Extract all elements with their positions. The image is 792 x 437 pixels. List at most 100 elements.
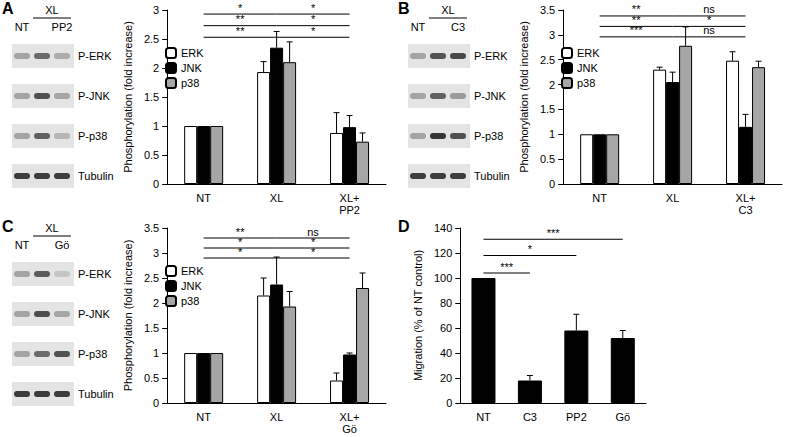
- svg-text:3: 3: [153, 4, 159, 16]
- svg-text:NT: NT: [196, 192, 211, 204]
- svg-text:p38: p38: [181, 77, 199, 89]
- svg-text:ns: ns: [703, 3, 715, 16]
- svg-text:2: 2: [153, 62, 159, 74]
- svg-text:0.5: 0.5: [144, 372, 159, 384]
- svg-text:Gö: Gö: [615, 411, 630, 423]
- svg-text:XL: XL: [45, 4, 58, 16]
- svg-text:0: 0: [153, 178, 159, 190]
- svg-text:*: *: [311, 246, 316, 258]
- svg-text:2: 2: [153, 297, 159, 309]
- svg-text:XL+: XL+: [340, 192, 360, 204]
- svg-text:Tubulin: Tubulin: [474, 170, 510, 182]
- svg-text:120: 120: [434, 247, 452, 259]
- svg-text:1.5: 1.5: [144, 91, 159, 103]
- svg-text:PP2: PP2: [52, 21, 73, 33]
- svg-text:100: 100: [434, 272, 452, 284]
- svg-text:**: **: [236, 13, 245, 25]
- svg-text:P-JNK: P-JNK: [78, 308, 110, 320]
- svg-text:NT: NT: [592, 192, 607, 204]
- svg-text:20: 20: [440, 372, 452, 384]
- svg-text:PP2: PP2: [339, 204, 360, 216]
- svg-text:0: 0: [153, 397, 159, 409]
- svg-text:2.5: 2.5: [144, 272, 159, 284]
- svg-text:XL+: XL+: [340, 411, 360, 423]
- svg-text:140: 140: [434, 222, 452, 234]
- svg-text:ns: ns: [307, 225, 319, 238]
- svg-text:XL+: XL+: [736, 192, 756, 204]
- svg-text:ERK: ERK: [181, 265, 204, 277]
- svg-text:Tubulin: Tubulin: [78, 170, 114, 182]
- svg-text:JNK: JNK: [181, 280, 202, 292]
- svg-text:1: 1: [153, 347, 159, 359]
- svg-text:P-p38: P-p38: [78, 348, 107, 360]
- svg-text:***: ***: [630, 24, 644, 36]
- svg-text:P-p38: P-p38: [78, 130, 107, 142]
- svg-text:JNK: JNK: [577, 62, 598, 74]
- svg-text:P-ERK: P-ERK: [78, 50, 112, 62]
- svg-text:XL: XL: [270, 192, 283, 204]
- html-text:B: B: [398, 0, 410, 17]
- svg-text:ns: ns: [703, 24, 715, 36]
- svg-text:XL: XL: [666, 192, 679, 204]
- svg-text:1: 1: [549, 128, 555, 140]
- svg-text:*: *: [311, 13, 316, 25]
- svg-text:Migration (% of NT control): Migration (% of NT control): [412, 250, 424, 381]
- svg-text:P-JNK: P-JNK: [78, 90, 110, 102]
- svg-text:*: *: [238, 246, 243, 258]
- svg-text:3.5: 3.5: [144, 222, 159, 234]
- svg-text:Tubulin: Tubulin: [78, 388, 114, 400]
- html-text:A: A: [2, 0, 14, 17]
- svg-text:NT: NT: [15, 21, 30, 33]
- svg-text:XL: XL: [270, 411, 283, 423]
- svg-text:*: *: [311, 25, 316, 37]
- svg-text:NT: NT: [476, 411, 491, 423]
- svg-text:3.5: 3.5: [540, 4, 555, 16]
- html-text:D: D: [398, 218, 410, 235]
- svg-text:XL: XL: [45, 222, 58, 234]
- svg-text:3: 3: [153, 247, 159, 259]
- svg-text:1.5: 1.5: [540, 103, 555, 115]
- svg-text:*: *: [528, 243, 533, 255]
- svg-text:p38: p38: [577, 77, 595, 89]
- svg-text:Gö: Gö: [342, 423, 357, 435]
- svg-text:2.5: 2.5: [540, 54, 555, 66]
- svg-text:0.5: 0.5: [540, 153, 555, 165]
- svg-text:***: ***: [500, 261, 514, 273]
- svg-text:3: 3: [549, 29, 555, 41]
- svg-text:**: **: [236, 25, 245, 37]
- svg-text:2.5: 2.5: [144, 33, 159, 45]
- svg-text:C3: C3: [451, 21, 465, 33]
- html-text:C: C: [2, 218, 14, 235]
- svg-text:NT: NT: [411, 21, 426, 33]
- svg-text:C3: C3: [523, 411, 537, 423]
- svg-text:*: *: [238, 2, 243, 14]
- svg-text:0: 0: [446, 397, 452, 409]
- svg-text:***: ***: [547, 227, 561, 239]
- svg-text:1: 1: [153, 120, 159, 132]
- svg-text:*: *: [311, 2, 316, 14]
- svg-text:C3: C3: [739, 204, 753, 216]
- svg-text:XL: XL: [441, 4, 454, 16]
- svg-text:Gö: Gö: [55, 239, 70, 251]
- svg-text:ERK: ERK: [181, 47, 204, 59]
- svg-text:2: 2: [549, 79, 555, 91]
- svg-text:0.5: 0.5: [144, 149, 159, 161]
- svg-text:NT: NT: [15, 239, 30, 251]
- svg-text:PP2: PP2: [566, 411, 587, 423]
- svg-text:JNK: JNK: [181, 62, 202, 74]
- svg-text:P-p38: P-p38: [474, 130, 503, 142]
- svg-text:Phosphorylation (fold increase: Phosphorylation (fold increase): [122, 21, 134, 173]
- svg-text:60: 60: [440, 322, 452, 334]
- svg-text:1.5: 1.5: [144, 322, 159, 334]
- svg-text:0: 0: [549, 178, 555, 190]
- svg-text:P-ERK: P-ERK: [78, 268, 112, 280]
- svg-text:NT: NT: [196, 411, 211, 423]
- svg-text:P-ERK: P-ERK: [474, 50, 508, 62]
- svg-text:ERK: ERK: [577, 47, 600, 59]
- svg-text:Phosphorylation (fold increase: Phosphorylation (fold increase): [122, 240, 134, 392]
- svg-text:80: 80: [440, 297, 452, 309]
- svg-text:40: 40: [440, 347, 452, 359]
- svg-text:Phosphorylation (fold increase: Phosphorylation (fold increase): [518, 21, 530, 173]
- svg-text:P-JNK: P-JNK: [474, 90, 506, 102]
- svg-text:p38: p38: [181, 295, 199, 307]
